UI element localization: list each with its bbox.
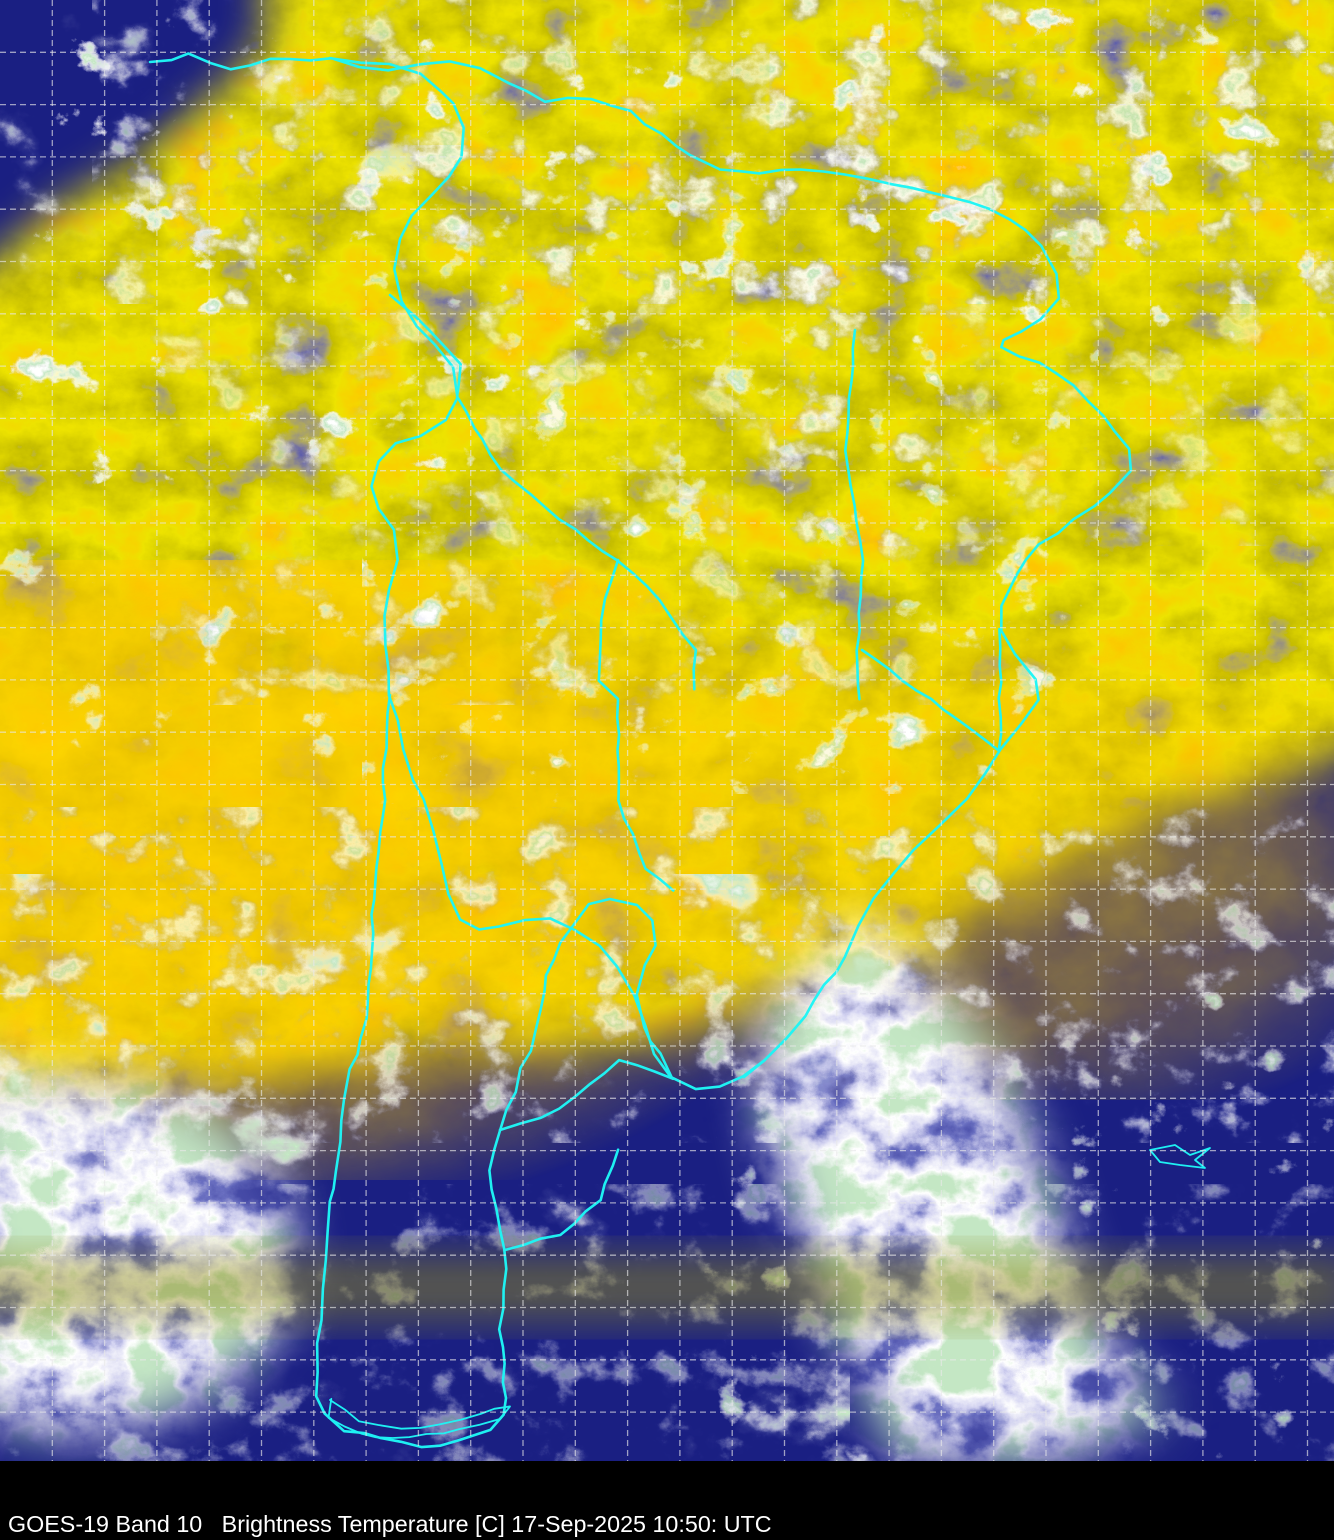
svg-text:GOES-19 Band 10 Brightness T: GOES-19 Band 10 Brightness Temperature [… xyxy=(8,1511,772,1537)
